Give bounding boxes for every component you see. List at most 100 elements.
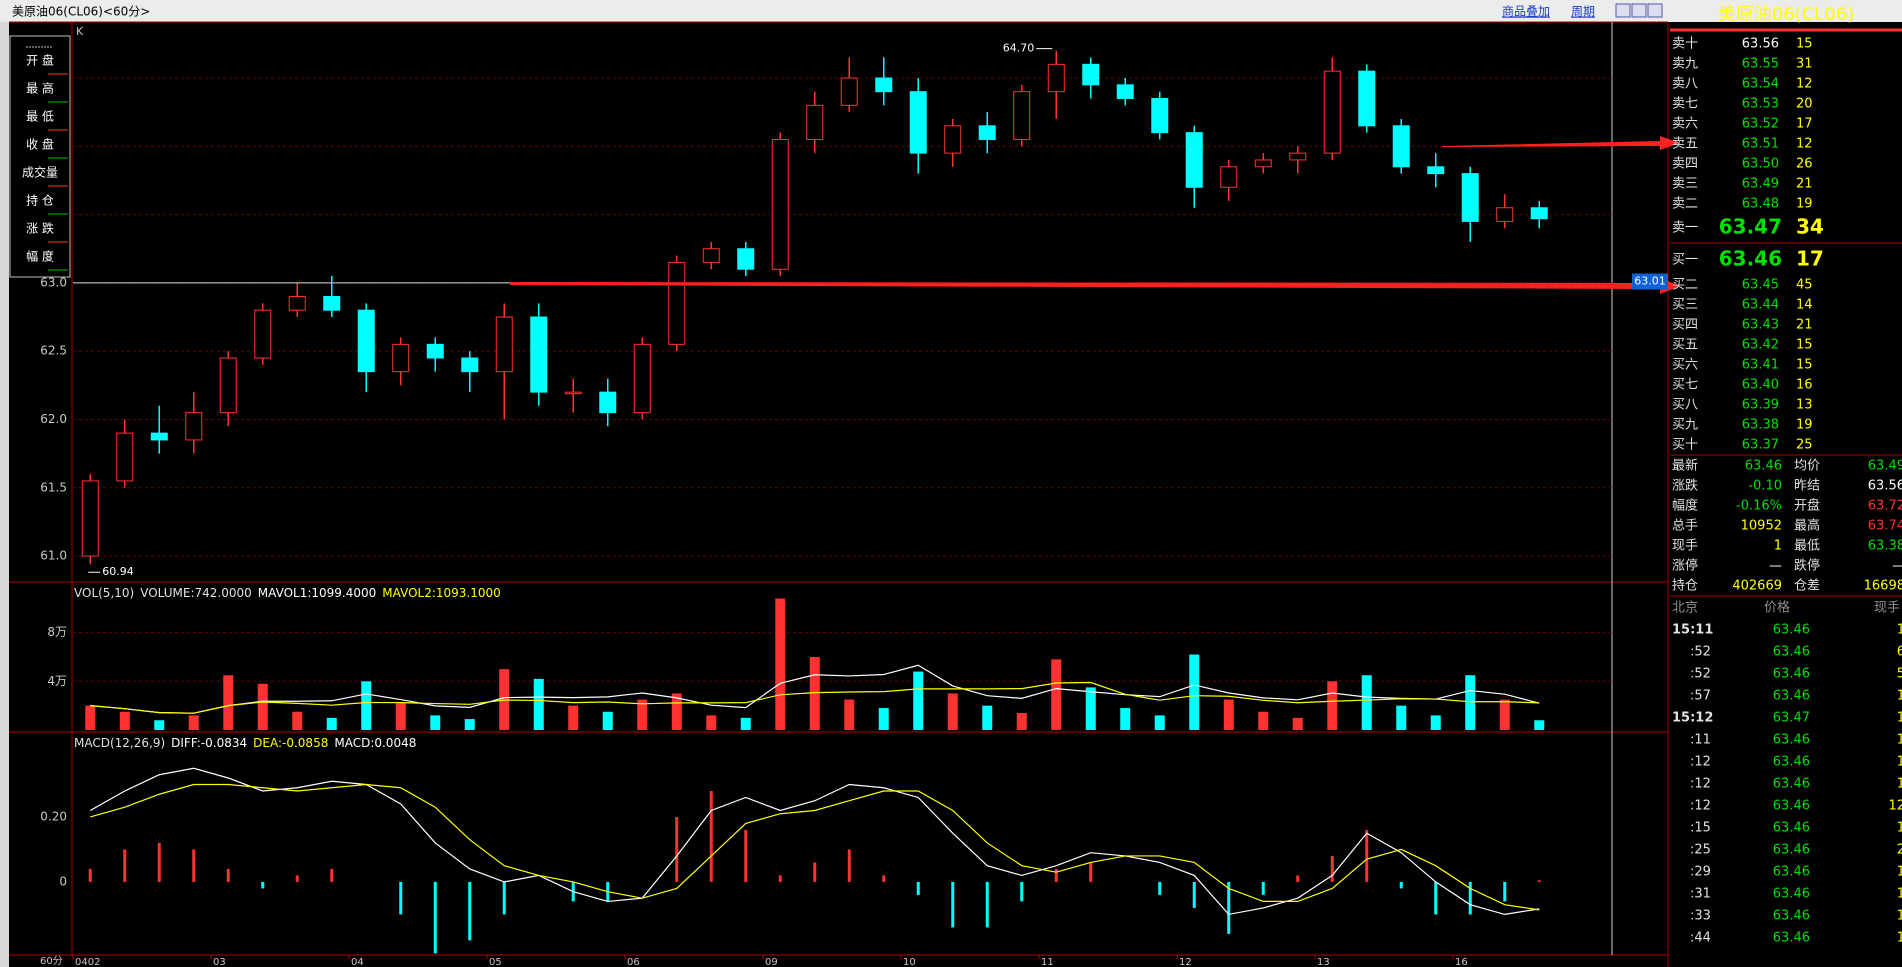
last-price-box bbox=[1632, 273, 1668, 290]
candle-body bbox=[1427, 166, 1445, 175]
trade-time: :25 bbox=[1690, 843, 1711, 858]
candle-body bbox=[357, 309, 375, 373]
candle-body bbox=[875, 77, 893, 93]
indicator-legend: VOL(5,10) VOLUME:742.0000 MAVOL1:1099.4000… bbox=[74, 586, 501, 600]
candle-body bbox=[1082, 63, 1100, 86]
book-volume: 21 bbox=[1796, 318, 1813, 333]
chart-label: K bbox=[76, 25, 84, 38]
info-label: 持 仓 bbox=[26, 193, 54, 208]
candle-body bbox=[1323, 70, 1341, 154]
trade-time: :29 bbox=[1690, 865, 1711, 880]
button[interactable] bbox=[1631, 3, 1647, 18]
book-price: 63.53 bbox=[1742, 97, 1779, 112]
candle-body bbox=[116, 432, 134, 482]
book-volume: 14 bbox=[1796, 298, 1813, 313]
volume-bar bbox=[154, 720, 165, 730]
candle-body bbox=[81, 480, 99, 557]
period-link[interactable]: 周期 bbox=[1571, 5, 1595, 19]
y-tick-label: 62.0 bbox=[40, 412, 67, 426]
trade-volume: 5 bbox=[1897, 667, 1902, 682]
stat-label: 涨停 bbox=[1672, 558, 1698, 574]
volume-bar bbox=[1189, 654, 1200, 730]
book-price: 63.49 bbox=[1742, 177, 1779, 192]
book-label: 卖七 bbox=[1672, 97, 1698, 112]
book-volume: 21 bbox=[1796, 177, 1813, 192]
book-volume: 12 bbox=[1796, 137, 1813, 152]
book-label: 买九 bbox=[1672, 418, 1698, 433]
stat-label: 最高 bbox=[1794, 518, 1820, 534]
x-tick-label: 09 bbox=[765, 957, 778, 967]
trades-header: 价格 bbox=[1764, 600, 1790, 616]
info-label: 开 盘 bbox=[26, 53, 54, 68]
trade-time: :12 bbox=[1690, 755, 1711, 770]
trade-time: :57 bbox=[1690, 689, 1711, 704]
volume-bar bbox=[1051, 659, 1062, 730]
x-unit-label: 60分 bbox=[40, 955, 63, 967]
book-price: 63.50 bbox=[1742, 157, 1779, 172]
book-price: 63.39 bbox=[1742, 398, 1779, 413]
book-volume: 19 bbox=[1796, 197, 1813, 212]
book-volume: 31 bbox=[1796, 57, 1813, 72]
book-label: 买三 bbox=[1672, 298, 1698, 313]
stat-label: 幅度 bbox=[1672, 498, 1698, 514]
volume-bar bbox=[257, 683, 268, 730]
stat-value: -0.10 bbox=[1748, 479, 1782, 494]
trade-time: :52 bbox=[1690, 645, 1711, 660]
candle-body bbox=[1220, 166, 1238, 188]
volume-bar bbox=[913, 671, 924, 730]
trade-time: :12 bbox=[1690, 799, 1711, 814]
book-volume: 17 bbox=[1796, 117, 1813, 132]
volume-bar bbox=[671, 693, 682, 730]
book-volume: 12 bbox=[1796, 77, 1813, 92]
book-volume: 19 bbox=[1796, 418, 1813, 433]
candle-body bbox=[1013, 91, 1031, 140]
button[interactable] bbox=[1647, 3, 1663, 18]
volume-bar bbox=[878, 708, 889, 730]
x-tick-label: 10 bbox=[903, 957, 916, 967]
book-volume: 15 bbox=[1796, 358, 1813, 373]
book-label: 卖六 bbox=[1672, 117, 1698, 132]
book-volume: 34 bbox=[1796, 215, 1824, 239]
candle-body bbox=[288, 296, 306, 311]
book-price: 63.44 bbox=[1742, 298, 1779, 313]
stat-label: 持仓 bbox=[1672, 579, 1698, 594]
info-label: 最 低 bbox=[26, 110, 54, 124]
last-price-label: 63.01 bbox=[1634, 275, 1666, 288]
volume-bar bbox=[1396, 705, 1407, 730]
book-label: 卖五 bbox=[1672, 137, 1698, 152]
book-price: 63.45 bbox=[1742, 278, 1779, 293]
stat-label: 总手 bbox=[1672, 519, 1698, 534]
candle-body bbox=[668, 261, 686, 345]
candle-body bbox=[1392, 125, 1410, 168]
volume-bar bbox=[1292, 717, 1303, 730]
book-volume: 17 bbox=[1796, 247, 1824, 271]
trade-price: 63.46 bbox=[1773, 755, 1810, 770]
x-tick-label: 16 bbox=[1455, 957, 1468, 967]
candle-body bbox=[1047, 63, 1065, 93]
info-label: 幅 度 bbox=[26, 249, 54, 264]
overlay-link[interactable]: 商品叠加 bbox=[1502, 4, 1550, 19]
candle-body bbox=[426, 343, 444, 359]
candle-body bbox=[840, 77, 858, 106]
candle-body bbox=[978, 125, 996, 140]
button[interactable] bbox=[1615, 3, 1631, 18]
book-price: 63.55 bbox=[1742, 57, 1779, 72]
stat-value: 63.74 bbox=[1868, 519, 1902, 534]
trade-time: 15:12 bbox=[1672, 711, 1713, 726]
side-toolbar bbox=[0, 22, 9, 967]
book-label: 卖九 bbox=[1672, 57, 1698, 72]
candle-body bbox=[1185, 132, 1203, 188]
trades-header: 北京 bbox=[1672, 601, 1698, 616]
legend-entry: MACD(12,26,9) bbox=[74, 736, 165, 750]
trade-price: 63.46 bbox=[1773, 843, 1810, 858]
candle-body bbox=[254, 309, 272, 359]
volume-bar bbox=[1465, 675, 1476, 730]
candle-body bbox=[219, 357, 237, 414]
indicator-line bbox=[90, 681, 1540, 714]
quote-panel bbox=[1668, 22, 1902, 967]
candle-body bbox=[323, 296, 341, 311]
book-volume: 15 bbox=[1796, 37, 1813, 52]
indicator-line bbox=[89, 767, 1540, 916]
stat-label: 涨跌 bbox=[1672, 478, 1698, 494]
volume-bar bbox=[637, 699, 648, 730]
